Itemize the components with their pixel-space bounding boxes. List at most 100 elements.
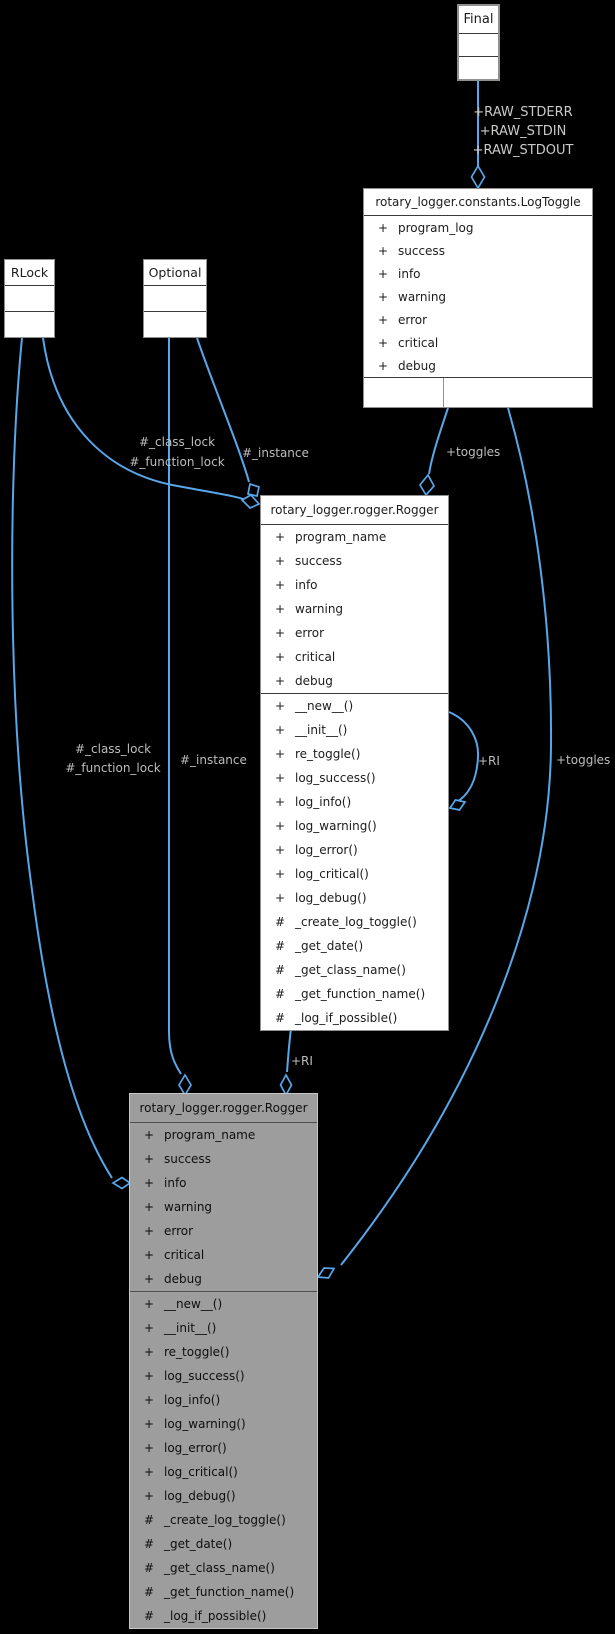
member-name: debug — [398, 358, 436, 373]
edge-label-line: +RAW_STDERR — [473, 105, 573, 120]
method-list: + __new__() + __init__() + re_toggle() +… — [261, 694, 448, 1030]
edge-label-locks-left: #_class_lock #_function_lock — [65, 740, 160, 778]
attribute-row: + debug — [130, 1267, 317, 1291]
edge-logtoggle-rogger — [428, 407, 449, 475]
method-row: + __new__() — [130, 1292, 317, 1316]
attribute-row: + success — [364, 239, 592, 262]
member-name: _log_if_possible() — [295, 1011, 398, 1025]
member-name: log_critical() — [295, 867, 369, 881]
class-box-optional[interactable]: Optional — [143, 259, 207, 338]
class-title: RLock — [5, 260, 54, 286]
class-box-rogger[interactable]: rotary_logger.rogger.Rogger + program_na… — [260, 495, 449, 1031]
attribute-row: + warning — [364, 285, 592, 308]
member-visibility: + — [144, 1200, 155, 1214]
member-visibility: + — [275, 674, 286, 688]
method-row: # _get_date() — [130, 1532, 317, 1556]
method-row: # _get_class_name() — [130, 1556, 317, 1580]
attribute-row: + error — [364, 308, 592, 331]
member-visibility: + — [275, 747, 286, 761]
method-row: # _create_log_toggle() — [261, 910, 448, 934]
method-row: + log_warning() — [261, 814, 448, 838]
method-row: + __init__() — [130, 1316, 317, 1340]
empty-compartment — [144, 312, 206, 337]
attribute-row: + warning — [130, 1195, 317, 1219]
attribute-row: + info — [130, 1171, 317, 1195]
member-visibility: + — [378, 335, 389, 350]
member-visibility: + — [275, 795, 286, 809]
member-name: program_name — [295, 530, 387, 544]
class-title: rotary_logger.rogger.Rogger — [261, 496, 448, 525]
member-name: log_critical() — [164, 1465, 238, 1479]
member-visibility: + — [275, 867, 286, 881]
method-row: + log_error() — [130, 1436, 317, 1460]
attribute-list: + program_name + success + info + warnin… — [261, 525, 448, 693]
member-visibility: + — [144, 1369, 155, 1383]
member-name: log_debug() — [295, 891, 367, 905]
attribute-row: + program_name — [261, 525, 448, 549]
method-row: + log_success() — [130, 1364, 317, 1388]
member-name: success — [398, 243, 445, 258]
method-row: + log_info() — [261, 790, 448, 814]
member-visibility: # — [275, 939, 286, 953]
member-name: _get_class_name() — [164, 1561, 275, 1575]
member-visibility: + — [144, 1321, 155, 1335]
edge-label-line: +RAW_STDIN — [479, 124, 567, 139]
member-name: __new__() — [295, 699, 354, 713]
member-name: _get_date() — [295, 939, 364, 953]
class-box-final[interactable]: Final — [457, 4, 500, 81]
member-name: __init__() — [295, 723, 348, 737]
edge-rlock-rogger-current — [11, 337, 113, 1179]
empty-compartment — [459, 57, 498, 79]
member-visibility: + — [144, 1393, 155, 1407]
edge-label-line: #_function_lock — [129, 455, 225, 469]
member-name: _get_class_name() — [295, 963, 406, 977]
member-visibility: + — [378, 243, 389, 258]
method-row: + log_warning() — [130, 1412, 317, 1436]
edge-rogger-rogger-current-ri — [286, 1027, 292, 1073]
aggregation-diamond — [247, 482, 260, 498]
member-visibility: + — [378, 358, 389, 373]
aggregation-diamond — [418, 473, 436, 497]
method-row: + re_toggle() — [130, 1340, 317, 1364]
attribute-row: + success — [130, 1147, 317, 1171]
class-title: Optional — [144, 260, 206, 286]
member-name: log_debug() — [164, 1489, 236, 1503]
class-box-logtoggle[interactable]: rotary_logger.constants.LogToggle + prog… — [363, 188, 593, 408]
member-visibility: + — [275, 771, 286, 785]
attribute-row: + info — [364, 262, 592, 285]
method-row: # _get_function_name() — [130, 1580, 317, 1604]
attribute-row: + critical — [261, 645, 448, 669]
edge-label-instance-mid: #_instance — [180, 753, 247, 767]
edge-label-line: #_class_lock — [74, 742, 152, 756]
member-visibility: + — [144, 1224, 155, 1238]
edge-logtoggle-rogger-current — [340, 407, 553, 1266]
method-row: # _log_if_possible() — [261, 1006, 448, 1030]
member-visibility: + — [378, 220, 389, 235]
member-visibility: # — [144, 1513, 155, 1527]
attribute-row: + success — [261, 549, 448, 573]
member-visibility: # — [275, 963, 286, 977]
member-name: critical — [398, 335, 439, 350]
member-name: warning — [164, 1200, 213, 1214]
attribute-row: + error — [261, 621, 448, 645]
member-name: critical — [295, 650, 336, 664]
method-row: + __new__() — [261, 694, 448, 718]
class-box-rlock[interactable]: RLock — [4, 259, 55, 338]
member-visibility: + — [378, 266, 389, 281]
member-visibility: + — [275, 554, 286, 568]
attribute-row: + info — [261, 573, 448, 597]
method-row: + log_success() — [261, 766, 448, 790]
column-divider — [443, 378, 444, 407]
member-visibility: + — [144, 1345, 155, 1359]
member-name: debug — [164, 1272, 202, 1286]
edge-label-toggles-top: +toggles — [446, 445, 501, 459]
method-row: + re_toggle() — [261, 742, 448, 766]
aggregation-diamond — [316, 1267, 336, 1279]
member-visibility: # — [144, 1609, 155, 1623]
member-visibility: + — [144, 1417, 155, 1431]
member-visibility: + — [378, 312, 389, 327]
member-visibility: + — [144, 1152, 155, 1166]
attribute-row: + warning — [261, 597, 448, 621]
attribute-row: + program_log — [364, 216, 592, 239]
